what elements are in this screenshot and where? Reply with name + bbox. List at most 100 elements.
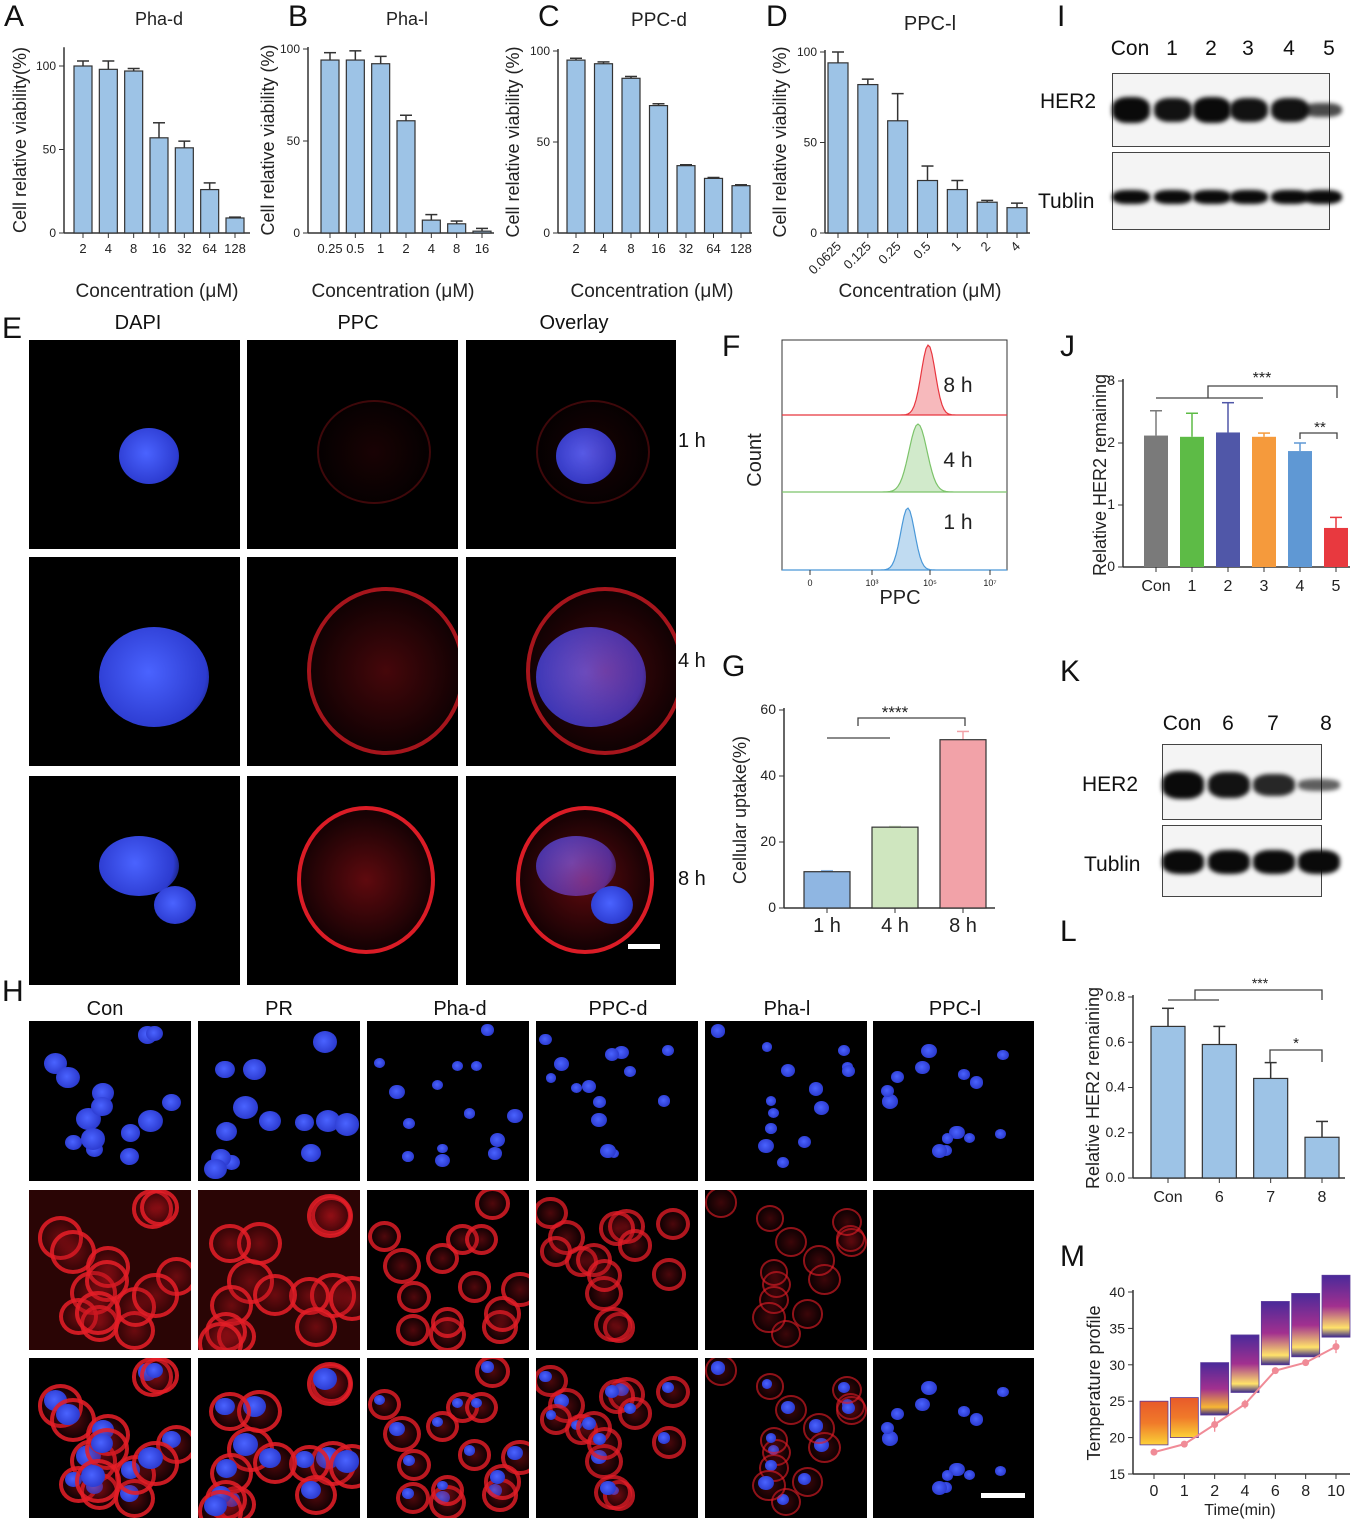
nucleus	[657, 1095, 671, 1107]
blot-band	[1208, 771, 1250, 799]
nucleus	[921, 1043, 938, 1059]
nucleus	[389, 1084, 406, 1100]
blot-band	[1193, 190, 1231, 204]
nucleus	[781, 1064, 796, 1077]
G-y-tick-label: 40	[760, 767, 776, 783]
nucleus	[842, 1402, 855, 1414]
B-bar-8	[447, 223, 467, 234]
cell-membrane	[425, 1410, 459, 1442]
B-x-tick-label: 8	[453, 241, 460, 256]
J-x-tick-label: Con	[1141, 578, 1170, 595]
nucleus	[958, 1406, 970, 1417]
nucleus	[997, 1387, 1009, 1398]
i-tublin-blot	[1112, 152, 1342, 230]
h-image-con-row3	[29, 1358, 191, 1518]
h-image-con-row2	[29, 1190, 191, 1350]
D-x-tick-label: 0.25	[875, 239, 904, 268]
k-tublin-label: Tublin	[1084, 853, 1141, 876]
B-bar-2	[396, 120, 416, 234]
k-lane-6: 6	[1222, 712, 1234, 735]
nucleus	[808, 1082, 824, 1096]
B-bar-1	[371, 63, 391, 234]
blot-band	[1253, 773, 1295, 797]
blot-band	[1154, 97, 1192, 123]
J-bar-Con	[1144, 435, 1168, 567]
blot-band	[1162, 771, 1204, 799]
h-image-ppc-d-row2	[536, 1190, 698, 1350]
cell-membrane	[586, 1427, 622, 1461]
i-lane-con: Con	[1110, 37, 1150, 60]
e-row-1h: 1 h	[678, 430, 706, 452]
cell-membrane	[594, 1306, 632, 1343]
i-her2-blot	[1112, 73, 1342, 147]
C-y-tick-label: 100	[530, 44, 550, 58]
nucleus	[661, 1044, 675, 1057]
D-bar-0.25	[887, 120, 909, 234]
B-x-tick-label: 4	[428, 241, 435, 256]
C-chart-title: PPC-d	[631, 10, 687, 31]
A-bar-8	[124, 70, 144, 234]
blot-band	[1154, 190, 1192, 204]
nucleus	[761, 1042, 772, 1052]
D-y-tick-label: 0	[810, 226, 817, 240]
B-y-tick-label: 100	[280, 42, 300, 56]
L-y-tick-label: 0.4	[1106, 1079, 1126, 1095]
h-col-con: Con	[86, 998, 124, 1020]
cell-membrane	[759, 1427, 788, 1454]
nucleus	[204, 1495, 227, 1517]
B-y-tick-label: 50	[287, 134, 301, 148]
D-x-tick-label: 2	[978, 239, 994, 255]
nucleus	[481, 1361, 494, 1373]
F-x-axis-title: PPC	[879, 587, 920, 609]
A-x-tick-label: 16	[152, 241, 166, 256]
J-y-tick-label: 1	[1107, 496, 1115, 512]
L-y-tick-label: 0.2	[1106, 1124, 1126, 1140]
cell-membrane	[457, 1439, 492, 1472]
cell-membrane	[651, 1426, 687, 1459]
nucleus	[591, 886, 633, 924]
A-y-tick-label: 100	[36, 59, 56, 73]
nucleus	[506, 1445, 523, 1460]
L-x-tick-label: Con	[1153, 1189, 1182, 1206]
C-bar-128	[731, 185, 751, 234]
nucleus	[81, 1465, 106, 1487]
nucleus	[949, 1462, 965, 1477]
nucleus	[963, 1133, 975, 1144]
h-scale-bar	[981, 1493, 1025, 1498]
blot-band	[1253, 850, 1295, 874]
cell-membrane	[430, 1306, 464, 1338]
cell-membrane	[464, 1391, 498, 1423]
panel-letter-j: J	[1060, 330, 1075, 363]
nucleus	[389, 1421, 406, 1437]
panel-letter-b: B	[288, 0, 309, 33]
nucleus	[436, 1480, 448, 1491]
M-thermal-image-1	[1169, 1397, 1199, 1439]
G-y-axis-title: Cellular uptake(%)	[730, 736, 750, 884]
blot-band	[1230, 190, 1268, 204]
h-image-ppc-l-row1	[873, 1021, 1034, 1181]
C-x-tick-label: 2	[572, 241, 579, 256]
F-histogram-1h	[782, 507, 1007, 571]
k-her2-blot	[1162, 744, 1340, 820]
nucleus	[90, 1433, 113, 1454]
blot-band	[1112, 190, 1150, 204]
M-data-point-0	[1150, 1448, 1158, 1456]
L-y-axis-title: Relative HER2 remaining	[1083, 987, 1103, 1189]
J-bar-4	[1288, 451, 1312, 567]
nucleus	[582, 1417, 597, 1430]
M-y-tick-label: 40	[1109, 1284, 1125, 1300]
nucleus	[710, 1024, 726, 1038]
G-x-tick-label: 4 h	[881, 915, 909, 937]
M-y-tick-label: 15	[1109, 1466, 1125, 1482]
J-y-tick-label: 0	[1107, 558, 1115, 574]
M-thermal-image-8	[1291, 1293, 1321, 1358]
nucleus	[334, 1450, 360, 1473]
nucleus	[941, 1470, 954, 1481]
cell-membrane	[705, 1190, 738, 1219]
nucleus	[995, 1128, 1006, 1139]
panel-letter-m: M	[1060, 1240, 1085, 1273]
L-y-tick-label: 0.6	[1106, 1033, 1126, 1049]
A-x-tick-label: 4	[105, 241, 112, 256]
nucleus	[81, 1128, 106, 1150]
k-lane-8: 8	[1320, 712, 1332, 735]
